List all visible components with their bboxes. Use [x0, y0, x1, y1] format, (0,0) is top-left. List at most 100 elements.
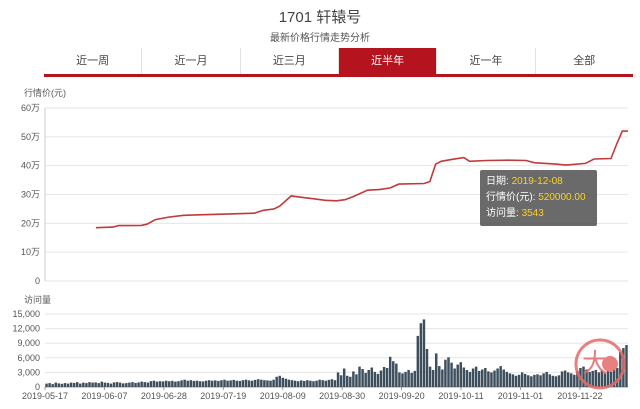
visits-bar — [66, 383, 70, 387]
tab-half-year[interactable]: 近半年 — [338, 48, 438, 74]
visits-bar — [505, 371, 509, 387]
visits-bar — [339, 375, 343, 387]
visits-bar — [382, 367, 386, 387]
visits-bar — [287, 379, 291, 387]
date-tick-label: 2019-08-09 — [260, 391, 306, 401]
visits-bar — [474, 366, 478, 387]
visits-bar — [573, 374, 576, 387]
visits-bar — [563, 370, 567, 387]
visits-bar — [425, 349, 429, 387]
visits-bar — [189, 380, 192, 387]
visits-bar — [349, 376, 352, 387]
visits-bar — [539, 375, 542, 387]
visits-bar — [244, 379, 248, 387]
visits-bar — [570, 373, 573, 387]
visits-bar — [235, 380, 239, 387]
visits-bar — [484, 368, 487, 387]
visits-bar — [204, 380, 208, 387]
price-tick-label: 50万 — [21, 132, 40, 142]
visits-bar — [299, 380, 303, 387]
visits-bar — [520, 372, 524, 387]
visits-bar — [296, 381, 300, 387]
visits-bar — [560, 371, 564, 387]
visits-bar — [210, 380, 214, 387]
visits-tick-label: 3,000 — [17, 367, 40, 377]
date-tick-label: 2019-05-17 — [22, 391, 68, 401]
visits-bar — [152, 380, 156, 387]
visits-bar — [398, 372, 401, 387]
tooltip-price-value: 520000.00 — [538, 192, 586, 203]
visits-bar — [281, 377, 285, 387]
visits-bar — [401, 373, 404, 387]
visits-bar — [523, 373, 527, 387]
visits-bar — [336, 372, 340, 387]
tooltip-visits-label: 访问量: — [486, 208, 519, 219]
visits-bar — [161, 381, 165, 387]
tab-month[interactable]: 近一月 — [142, 48, 241, 74]
visits-bar — [269, 380, 272, 387]
visits-bar — [312, 381, 315, 387]
visits-bar — [370, 367, 374, 387]
visits-bar — [392, 361, 395, 387]
price-tick-label: 30万 — [21, 190, 40, 200]
visits-bar — [441, 369, 444, 387]
visits-bar — [609, 371, 613, 387]
visits-bar — [330, 379, 334, 387]
visits-bar — [594, 370, 598, 387]
visits-bar — [140, 381, 143, 387]
visits-bar — [324, 380, 327, 387]
visits-tick-label: 15,000 — [12, 309, 40, 319]
visits-bar — [545, 371, 548, 387]
visits-bar — [217, 380, 220, 387]
visits-bar — [250, 380, 254, 387]
tooltip-date-row: 日期: 2019-12-08 — [486, 174, 591, 190]
visits-bar — [603, 373, 607, 387]
visits-bar — [487, 371, 490, 387]
visits-bar — [395, 363, 398, 387]
price-axis-label: 行情价(元) — [24, 87, 66, 98]
visits-bar — [195, 380, 199, 387]
visits-bar — [91, 382, 94, 387]
tab-week[interactable]: 近一周 — [44, 48, 143, 74]
visits-bar — [207, 380, 211, 387]
date-tick-label: 2019-11-01 — [498, 391, 543, 401]
tab-three-months[interactable]: 近三月 — [241, 48, 339, 74]
visits-bar — [612, 369, 616, 387]
visits-bar — [600, 370, 604, 387]
visits-bar — [517, 374, 521, 387]
visits-bar — [54, 382, 57, 387]
visits-bar — [554, 376, 558, 387]
visits-bar — [51, 384, 54, 387]
tab-all[interactable]: 全部 — [573, 55, 596, 67]
visits-bar — [591, 370, 594, 387]
visits-bar — [493, 370, 496, 387]
visits-bar — [60, 383, 64, 387]
visits-bar — [106, 382, 110, 387]
visits-bar — [465, 370, 469, 387]
visits-bar — [229, 380, 232, 387]
visits-bar — [137, 382, 140, 387]
visits-bar — [290, 380, 294, 387]
visits-bar — [183, 379, 186, 387]
visits-bar — [100, 381, 103, 387]
visits-bar — [198, 381, 202, 387]
visits-bar — [103, 382, 107, 387]
visits-bar — [266, 380, 269, 387]
visits-bar — [327, 379, 331, 387]
visits-bar — [48, 383, 51, 387]
visits-bar — [223, 379, 226, 387]
visits-bar — [253, 379, 257, 387]
visits-bar — [514, 375, 518, 387]
visits-bar — [548, 374, 551, 387]
date-tick-label: 2019-09-20 — [379, 391, 425, 401]
visits-bar — [192, 380, 196, 387]
tab-year[interactable]: 近一年 — [437, 48, 536, 74]
visits-bar — [434, 353, 438, 387]
visits-bar — [585, 369, 588, 387]
price-tick-label: 60万 — [21, 103, 40, 113]
visits-bar — [85, 383, 88, 387]
visits-bar — [462, 367, 466, 387]
date-tick-label: 2019-06-28 — [141, 391, 187, 401]
visits-bar — [149, 381, 153, 387]
visits-tick-label: 0 — [35, 382, 40, 392]
